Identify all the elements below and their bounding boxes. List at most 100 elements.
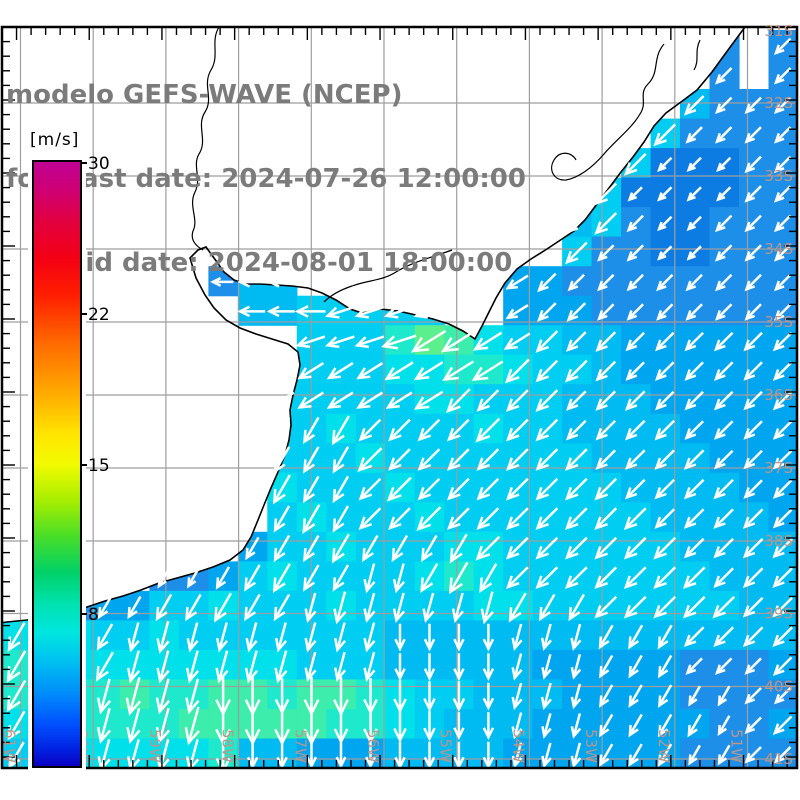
wind-arrow xyxy=(653,123,677,147)
wind-arrow xyxy=(657,713,673,738)
wind-arrow xyxy=(335,742,347,768)
wind-arrow xyxy=(653,566,677,590)
wind-arrow xyxy=(388,448,411,471)
lon-label: 58W xyxy=(219,729,237,763)
wind-arrow xyxy=(772,449,793,470)
wind-arrow xyxy=(505,507,529,531)
wind-arrow xyxy=(446,448,470,471)
wind-arrow xyxy=(480,591,494,625)
wind-arrow xyxy=(185,650,200,684)
wind-arrow xyxy=(713,331,734,352)
wind-arrow xyxy=(683,508,705,529)
wind-arrow xyxy=(511,653,523,681)
wind-arrow xyxy=(453,712,465,741)
lat-label: 35S xyxy=(764,313,793,331)
wind-arrow xyxy=(714,244,733,262)
river-lines xyxy=(191,27,453,303)
wind-arrow xyxy=(714,657,733,675)
wind-arrow xyxy=(326,391,354,409)
wind-arrow xyxy=(324,305,355,319)
wind-arrow xyxy=(594,212,618,235)
wind-arrow xyxy=(772,331,793,352)
wind-arrow xyxy=(772,508,793,529)
wind-arrow xyxy=(475,535,501,561)
wind-arrow xyxy=(363,707,378,745)
wind-arrow xyxy=(744,273,762,292)
wind-arrow xyxy=(624,390,646,411)
wind-arrow xyxy=(452,681,466,713)
wind-arrow xyxy=(627,186,643,202)
wind-arrow xyxy=(511,682,523,711)
wind-arrow xyxy=(773,303,792,321)
wind-arrow xyxy=(773,37,792,56)
wind-arrow xyxy=(744,126,762,144)
wind-arrow xyxy=(354,305,385,319)
wind-arrow xyxy=(657,654,673,679)
wind-arrow xyxy=(566,302,587,322)
wind-arrow xyxy=(714,96,733,115)
colorbar-unit-label: [m/s] xyxy=(30,130,80,150)
wind-arrow xyxy=(654,419,675,441)
wind-arrow xyxy=(772,596,793,618)
wind-arrow xyxy=(772,715,793,736)
wind-arrow xyxy=(410,329,447,353)
wind-arrow xyxy=(126,650,141,684)
wind-arrow xyxy=(682,595,706,619)
lat-label: 41S xyxy=(764,750,793,768)
valid-date: valid date: 2024-08-01 18:00:00 xyxy=(42,248,513,278)
wind-arrow xyxy=(537,302,557,322)
wind-arrow xyxy=(595,331,617,352)
wind-arrow xyxy=(685,126,703,144)
wind-arrow xyxy=(657,215,673,232)
wind-arrow xyxy=(394,741,406,768)
wind-arrow xyxy=(386,476,412,502)
wind-arrow xyxy=(714,214,733,233)
wind-arrow xyxy=(626,244,644,262)
lon-label: 61W xyxy=(1,729,19,763)
wind-arrow xyxy=(215,737,231,768)
wind-arrow xyxy=(453,741,465,768)
wind-arrow xyxy=(155,678,171,715)
wind-arrow xyxy=(303,416,320,445)
wind-arrow xyxy=(303,475,320,504)
wind-arrow xyxy=(445,388,471,414)
wind-arrow xyxy=(743,331,763,352)
wind-arrow xyxy=(565,331,587,352)
wind-arrow xyxy=(714,126,733,144)
wind-arrow xyxy=(623,536,647,560)
wind-arrow xyxy=(595,360,617,382)
wind-arrow xyxy=(625,331,645,352)
wind-arrow xyxy=(657,186,673,202)
wind-arrow xyxy=(654,390,675,411)
lon-label: 54W xyxy=(509,729,527,763)
axis-ticks xyxy=(2,27,797,768)
wind-arrow xyxy=(654,478,675,500)
wind-arrow xyxy=(743,449,763,470)
wind-arrow xyxy=(713,537,734,559)
wind-arrow xyxy=(413,305,444,319)
wind-arrow xyxy=(540,623,552,651)
wind-arrow xyxy=(773,244,792,262)
wind-arrow xyxy=(383,305,414,319)
wind-arrow xyxy=(653,536,677,560)
wind-arrow xyxy=(358,418,382,442)
wind-arrow xyxy=(742,508,764,529)
wind-arrow xyxy=(628,624,644,650)
wind-arrow xyxy=(686,186,702,202)
wind-arrow xyxy=(713,508,734,529)
wind-arrow xyxy=(184,706,200,746)
wind-arrow xyxy=(535,359,559,383)
wind-arrow xyxy=(744,96,762,115)
wind-arrow xyxy=(657,156,673,173)
wind-arrow xyxy=(453,623,465,652)
wind-arrow xyxy=(388,418,411,442)
wind-arrow xyxy=(440,330,476,353)
wind-arrow xyxy=(237,305,266,318)
wind-arrow xyxy=(503,332,531,350)
wind-arrow xyxy=(744,657,762,675)
wind-arrow xyxy=(773,155,792,174)
wind-arrow xyxy=(384,361,414,381)
wind-arrow xyxy=(540,682,552,711)
wind-arrow xyxy=(597,244,615,262)
wind-arrow xyxy=(505,274,529,290)
